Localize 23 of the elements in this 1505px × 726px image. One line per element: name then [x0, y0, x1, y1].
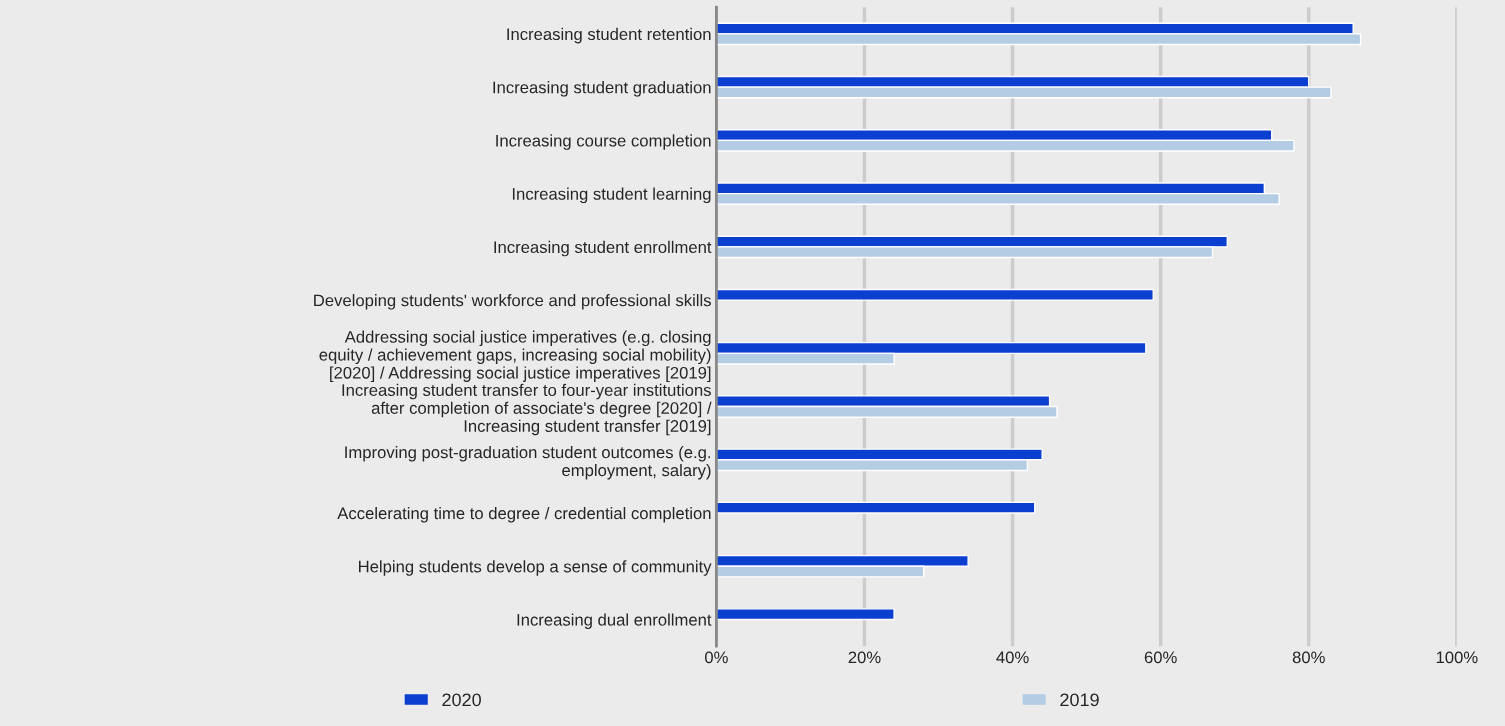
y-tick-label: Accelerating time to degree / credential completion	[337, 507, 711, 523]
x-tick-label: 60%	[1144, 651, 1177, 664]
bar	[716, 501, 1036, 514]
y-tick-label: Increasing student graduation	[493, 81, 711, 97]
x-tick-label: 80%	[1292, 651, 1325, 664]
legend-label: 2019	[1060, 693, 1099, 707]
y-tick-label: Developing students' workforce and professional skills	[314, 294, 711, 310]
bar	[716, 608, 895, 621]
x-tick-label: 40%	[996, 651, 1029, 664]
y-tick-label: Increasing student retention	[507, 27, 711, 44]
y-tick-label: Increasing course completion	[496, 134, 711, 150]
y-tick-label: Improving post-graduation student outcomes (e.g. employment, salary)	[345, 445, 711, 480]
x-tick-label: 20%	[848, 651, 881, 664]
y-tick-label: Helping students develop a sense of community	[359, 560, 712, 576]
bar	[716, 288, 1154, 301]
x-tick-label: 100%	[1436, 651, 1478, 664]
legend-label: 2020	[442, 693, 481, 707]
y-tick-label: Addressing social justice imperatives (e.g. closing equity / achievement gaps, increasing social mobility) [2020] / Addressing social justice imperatives [2019]	[319, 330, 711, 382]
x-tick-label: 0%	[704, 651, 728, 664]
y-tick-label: Increasing student transfer to four-year institutions after completion of associate's degree [2020] / Increasing student transfer [2019]	[342, 383, 712, 436]
y-tick-label: Increasing student enrollment	[494, 240, 712, 257]
y-tick-label: Increasing student learning	[512, 187, 711, 204]
y-tick-label: Increasing dual enrollment	[517, 613, 712, 630]
